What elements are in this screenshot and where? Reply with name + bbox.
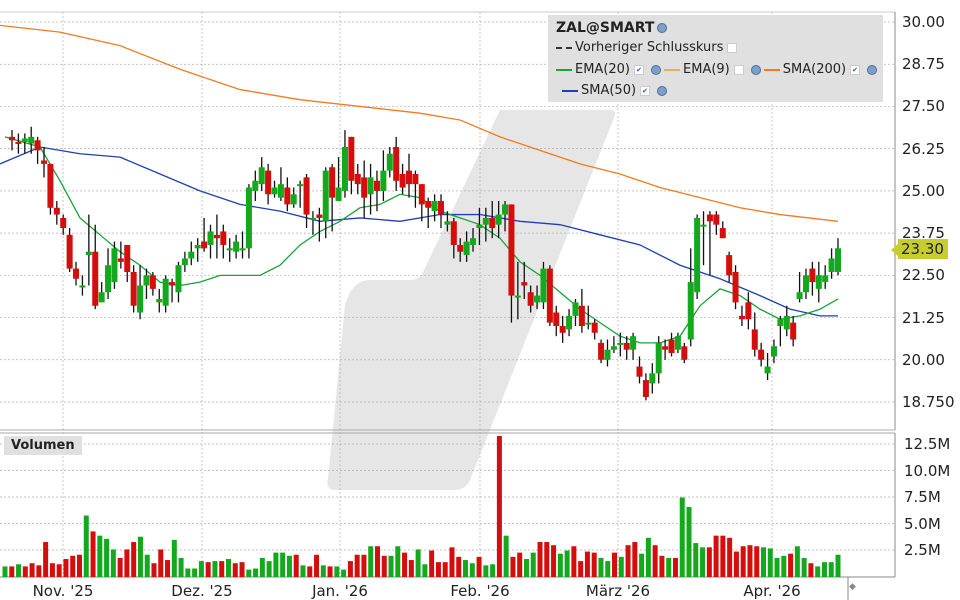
price-tick-label: 22.50 <box>902 266 945 285</box>
date-tick-label: März '26 <box>585 582 651 600</box>
legend-prev-close[interactable]: Vorheriger Schlusskurs <box>556 40 741 55</box>
checkbox-checked-icon[interactable]: ✔ <box>640 85 651 96</box>
line-swatch-icon <box>556 68 572 71</box>
checkbox-unchecked-icon[interactable] <box>727 42 738 53</box>
dashed-line-icon <box>556 46 572 49</box>
price-tick-label: 28.75 <box>902 55 945 74</box>
date-tick-label: Jan. '26 <box>312 582 368 600</box>
candlesticks <box>9 126 841 401</box>
date-tick-label: Dez. '25 <box>171 582 233 600</box>
date-tick-label: Feb. '26 <box>450 582 510 600</box>
date-tick-label: Apr. '26 <box>743 582 801 600</box>
legend-ma-row: EMA(20) ✔ EMA(9) SMA(200) ✔ <box>556 62 880 77</box>
volume-tick-label: 10.0M <box>904 461 951 480</box>
legend-panel: ZAL@SMART Vorheriger Schlusskurs EMA(20)… <box>548 15 883 102</box>
price-tick-label: 23.75 <box>902 224 945 243</box>
settings-icon[interactable] <box>651 64 662 75</box>
checkbox-checked-icon[interactable]: ✔ <box>634 64 645 75</box>
checkbox-unchecked-icon[interactable] <box>733 64 744 75</box>
volume-tick-label: 7.5M <box>904 488 941 506</box>
line-swatch-icon <box>664 68 681 71</box>
line-swatch-icon <box>763 68 780 71</box>
price-tick-label: 25.00 <box>902 181 945 200</box>
line-swatch-icon <box>562 89 578 92</box>
settings-icon[interactable] <box>657 23 668 33</box>
volume-tick-label: 12.5M <box>904 435 951 453</box>
settings-icon[interactable] <box>750 64 761 75</box>
last-price-badge: 23.30 <box>891 239 948 259</box>
checkbox-checked-icon[interactable]: ✔ <box>850 64 861 75</box>
price-tick-label: 30.00 <box>902 13 945 31</box>
volume-panel-title: Volumen <box>4 436 82 455</box>
volume-bars <box>2 436 841 577</box>
volume-tick-label: 5.0M <box>904 514 941 533</box>
watermark-logo <box>327 110 616 490</box>
price-tick-label: 21.25 <box>902 308 945 327</box>
volume-tick-label: 2.5M <box>904 541 941 559</box>
legend-sma50-row: SMA(50) ✔ <box>562 83 670 98</box>
price-tick-label: 26.25 <box>902 139 945 158</box>
price-tick-label: 18.750 <box>902 392 955 411</box>
settings-icon[interactable] <box>867 64 878 75</box>
price-tick-label: 20.00 <box>902 350 945 369</box>
date-tick-label: Nov. '25 <box>32 582 94 600</box>
settings-icon[interactable] <box>657 85 668 96</box>
scroll-arrow-icon[interactable]: ◆ <box>849 582 856 592</box>
legend-symbol[interactable]: ZAL@SMART <box>556 20 670 36</box>
price-tick-label: 27.50 <box>902 97 945 116</box>
